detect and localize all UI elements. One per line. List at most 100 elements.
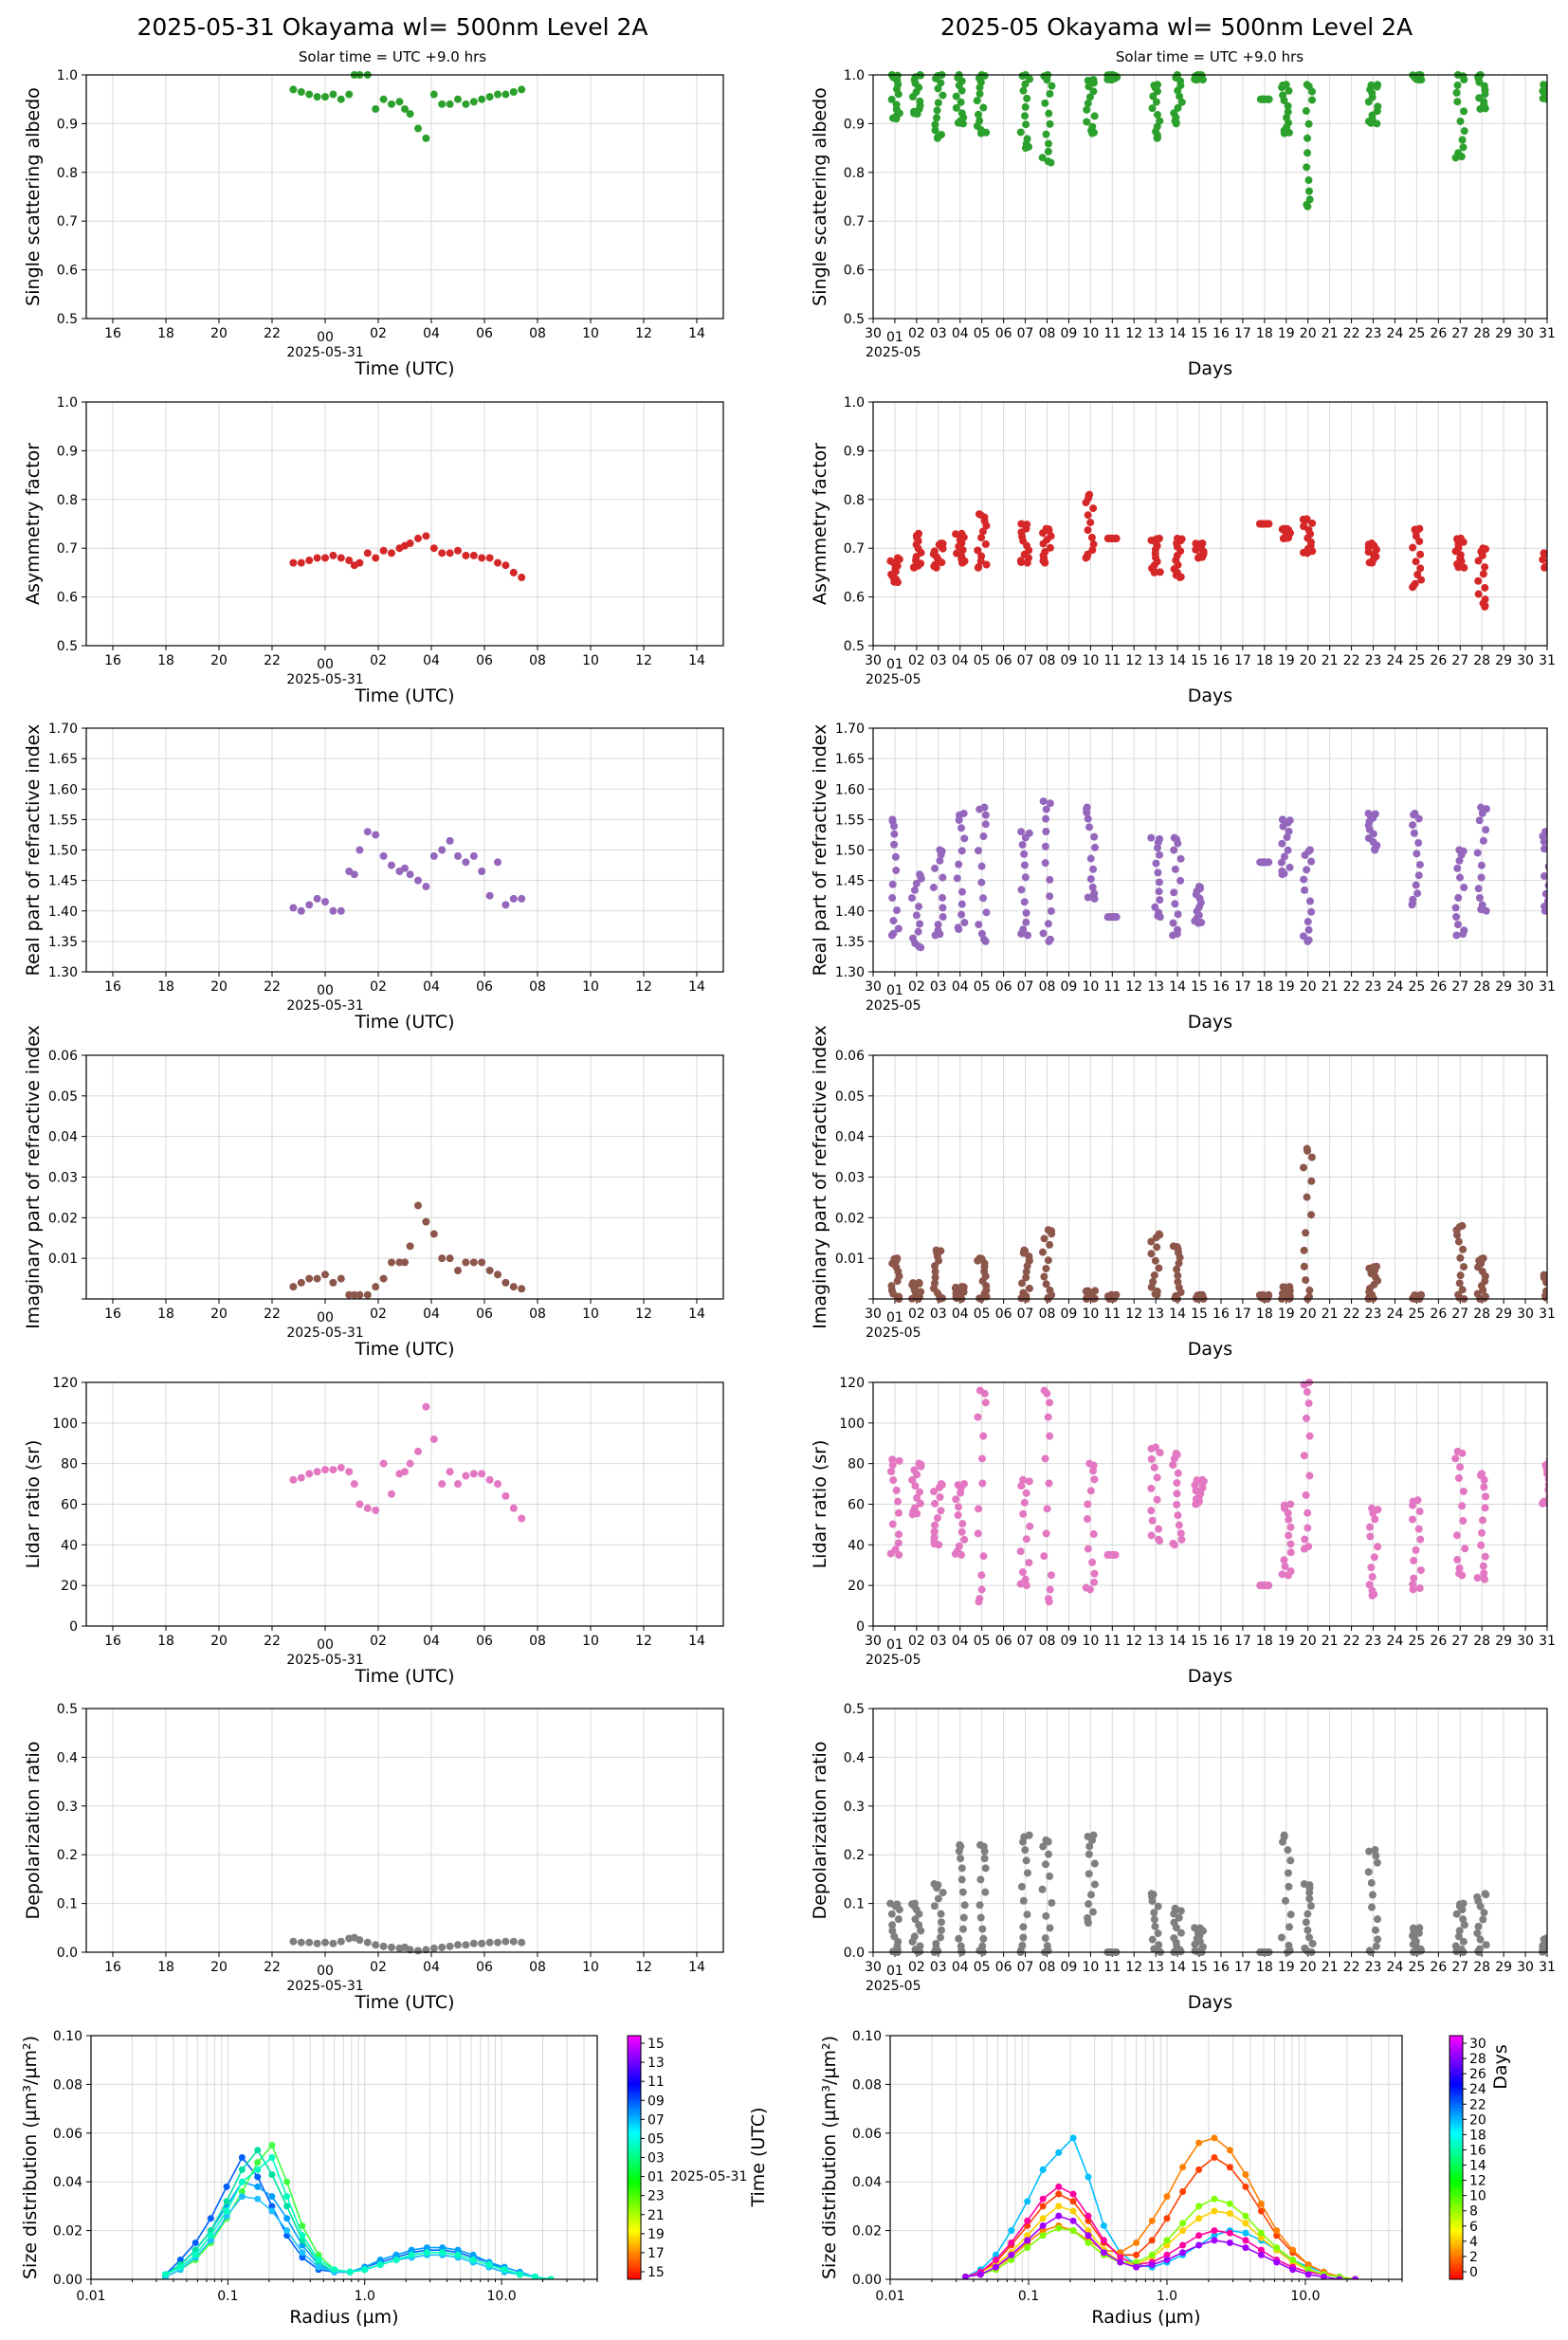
psd-monthly-series-point xyxy=(1148,2251,1156,2258)
asym-monthly-point xyxy=(1088,546,1097,555)
psd-daily-series-point xyxy=(207,2232,214,2239)
lidar-monthly-point xyxy=(1412,1546,1420,1555)
real-monthly-frame xyxy=(872,727,1548,973)
depol-daily-xtick-label: 08 xyxy=(529,1960,546,1975)
imag-monthly-ytick-label: 0.04 xyxy=(835,1130,865,1145)
lidar-daily-point xyxy=(438,1480,447,1489)
asym-monthly-xtick-label: 26 xyxy=(1430,653,1447,668)
real-monthly-xtick-label: 26 xyxy=(1430,979,1447,995)
lidar-monthly-point xyxy=(1416,1535,1425,1544)
psd-monthly-series-point xyxy=(1195,2166,1203,2173)
imag-daily-point xyxy=(313,1274,321,1283)
depol-monthly-point xyxy=(932,1939,940,1947)
albedo-monthly-point xyxy=(1374,81,1382,89)
real-monthly-point xyxy=(1042,814,1050,823)
asym-daily-xtick-label: 10 xyxy=(582,653,599,668)
lidar-daily-xtick-label: 06 xyxy=(476,1634,493,1649)
real-monthly-point xyxy=(1546,855,1547,859)
albedo-monthly-point xyxy=(1456,117,1465,125)
lidar-monthly-point xyxy=(977,1585,986,1594)
cbar-monthly-tick-label: 22 xyxy=(1469,2097,1486,2112)
lidar-monthly-xtick-label: 10 xyxy=(1082,1634,1099,1649)
lidar-monthly-point xyxy=(1257,1581,1266,1590)
lidar-monthly-point xyxy=(1045,1595,1053,1603)
depol-monthly-point xyxy=(1085,1870,1093,1878)
lidar-monthly-ytick-label: 80 xyxy=(848,1457,865,1472)
real-daily-xtick-label: 02 xyxy=(370,979,387,995)
lidar-daily-date-label: 2025-05-31 xyxy=(286,1653,363,1668)
psd-monthly-series-point xyxy=(1117,2254,1124,2261)
albedo-daily-ytick-label: 0.8 xyxy=(57,166,78,181)
real-monthly-panel: 30 01 02 03 04 05 06 07 08 09 10 11 12 13 14 15 16 17 18 19… xyxy=(810,722,1556,1033)
imag-monthly-point xyxy=(917,1288,925,1296)
lidar-monthly-point xyxy=(911,1504,920,1512)
asym-monthly-ytick-label: 0.9 xyxy=(844,444,865,459)
psd-monthly-series-point xyxy=(1257,2207,1265,2215)
psd-monthly-series-point xyxy=(1069,2227,1077,2235)
albedo-monthly-xtick-label: 11 xyxy=(1103,326,1121,341)
real-monthly-point xyxy=(1477,861,1486,869)
lidar-monthly-point xyxy=(1366,1532,1375,1541)
imag-monthly-point xyxy=(1040,1272,1048,1281)
psd-monthly-series-point xyxy=(1273,2244,1281,2252)
real-monthly-point xyxy=(890,840,899,849)
real-monthly-ytick-label: 1.35 xyxy=(835,935,865,950)
depol-monthly-point xyxy=(1365,1847,1374,1856)
real-daily-point xyxy=(297,906,305,915)
real-monthly-point xyxy=(1085,823,1094,832)
cbar-daily-tick-label: 03 xyxy=(647,2151,665,2166)
lidar-monthly-point xyxy=(1415,1584,1424,1593)
real-monthly-point xyxy=(1451,904,1460,912)
real-monthly-point xyxy=(1170,888,1178,897)
depol-monthly-point xyxy=(955,1934,963,1943)
asym-daily-point xyxy=(363,549,372,558)
depol-monthly-point xyxy=(1415,1924,1424,1932)
real-monthly-xtick-label: 21 xyxy=(1322,979,1339,995)
psd-monthly-series-point xyxy=(1024,2237,1031,2244)
depol-monthly-point xyxy=(1409,1924,1417,1932)
depol-monthly-ytick-label: 0.4 xyxy=(844,1750,865,1765)
asym-monthly-xtick-label: 21 xyxy=(1322,653,1339,668)
asym-monthly-point xyxy=(1481,563,1489,572)
lidar-monthly-point xyxy=(1479,1516,1487,1525)
depol-monthly-point xyxy=(939,1889,947,1897)
cbar-daily-tick-label: 15 xyxy=(647,2265,665,2280)
asym-daily-ytick-label: 1.0 xyxy=(57,395,78,411)
asym-monthly-ytick-label: 0.8 xyxy=(844,493,865,508)
imag-daily-xtick-label: 02 xyxy=(370,1307,387,1322)
psd-monthly-series-point xyxy=(1320,2273,1327,2279)
depol-monthly-point xyxy=(1284,1869,1292,1877)
psd-monthly-series-point xyxy=(1008,2227,1015,2235)
imag-daily-point xyxy=(297,1278,305,1287)
lidar-daily-point xyxy=(321,1466,329,1474)
imag-daily-point xyxy=(305,1274,314,1283)
asym-monthly-xtick-label: 03 xyxy=(930,653,947,668)
asym-monthly-xtick-label: 02 xyxy=(908,653,925,668)
lidar-monthly-point xyxy=(1410,1557,1418,1565)
asym-monthly-point xyxy=(1548,553,1556,560)
imag-daily-xtick-label: 06 xyxy=(476,1307,493,1322)
imag-monthly-point xyxy=(1458,1286,1467,1294)
depol-daily-point xyxy=(329,1939,337,1947)
psd-monthly-series-point xyxy=(1055,2224,1063,2232)
albedo-monthly-points xyxy=(887,71,1547,210)
lidar-monthly-point xyxy=(1286,1540,1295,1548)
lidar-monthly-point xyxy=(892,1486,901,1494)
depol-monthly-point xyxy=(1285,1882,1293,1891)
albedo-monthly-point xyxy=(937,79,945,87)
psd-daily-xtick-label: 0.01 xyxy=(76,2289,105,2304)
real-daily-xtick-label: 22 xyxy=(264,979,281,995)
albedo-monthly-xtick-label: 18 xyxy=(1256,326,1273,341)
lidar-monthly-point xyxy=(1045,1479,1053,1488)
depol-monthly-xtick-label: 05 xyxy=(974,1960,991,1975)
albedo-daily-point xyxy=(329,90,337,99)
lidar-monthly-point xyxy=(1473,1574,1482,1582)
psd-monthly-ytick-label: 0.02 xyxy=(852,2224,882,2239)
psd-monthly-series-point xyxy=(1226,2229,1233,2237)
cbar-monthly-tick-label: 24 xyxy=(1469,2082,1486,2097)
depol-monthly-point xyxy=(1191,1947,1199,1955)
lidar-monthly-point xyxy=(1175,1521,1183,1529)
real-monthly-point xyxy=(1285,816,1294,825)
albedo-monthly-point xyxy=(1044,157,1052,166)
lidar-daily-point xyxy=(350,1480,358,1489)
